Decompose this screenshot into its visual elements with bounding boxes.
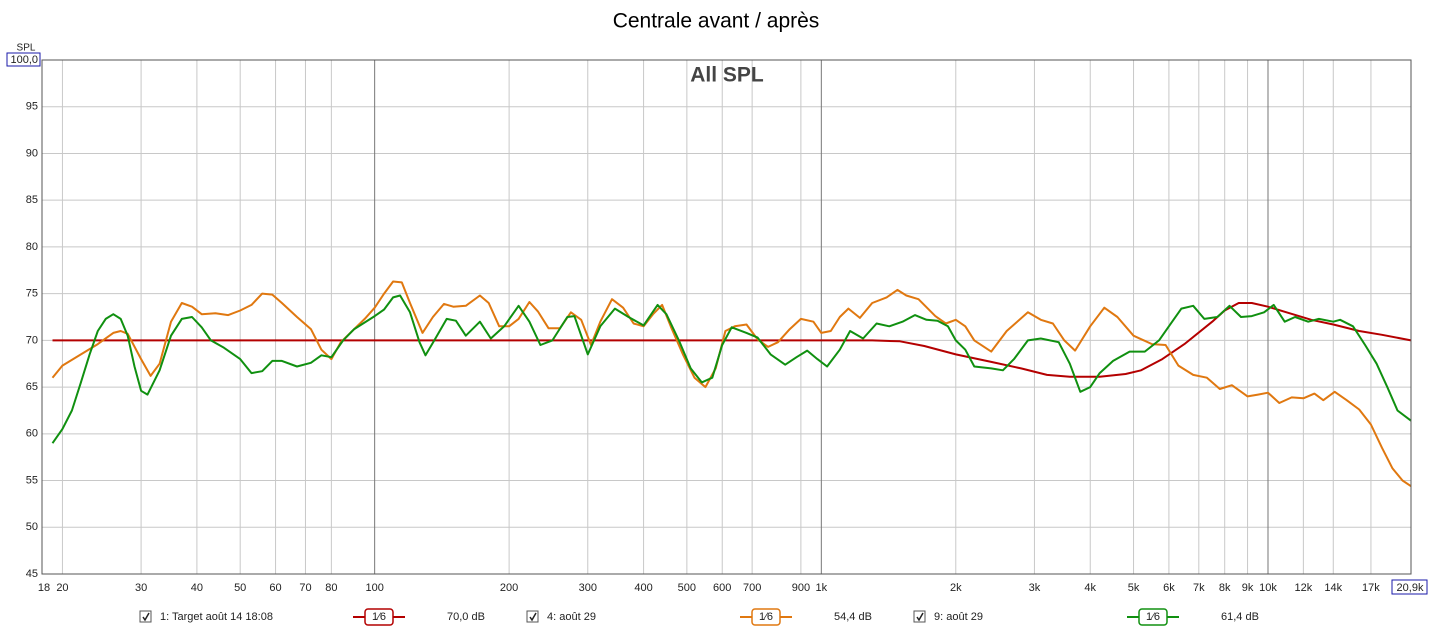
x-tick-label: 700 (743, 582, 761, 594)
x-tick-label: 50 (234, 582, 246, 594)
x-tick-label: 4k (1084, 582, 1096, 594)
legend-check (916, 612, 924, 622)
y-tick-label: 95 (26, 101, 38, 113)
x-tick-label: 100 (365, 582, 383, 594)
x-tick-label: 60 (269, 582, 281, 594)
legend: 1: Target août 14 18:08 1⁄6 70,0 dB 4: août… (139, 608, 1259, 626)
series-line (51, 280, 1412, 488)
legend-label: 4: août 29 (547, 611, 596, 623)
x-tick-label: 40 (191, 582, 203, 594)
x-tick-label: 900 (792, 582, 810, 594)
x-tick-label: 10k (1259, 582, 1277, 594)
legend-smoothing-box (751, 608, 781, 626)
legend-smoothing: 1⁄6 (759, 611, 773, 623)
x-tick-label: 200 (500, 582, 518, 594)
x-tick-label: 600 (713, 582, 731, 594)
x-tick-label: 3k (1029, 582, 1041, 594)
chart-subtitle: All SPL (690, 64, 764, 87)
x-tick-label: 30 (135, 582, 147, 594)
legend-checkbox (913, 610, 926, 623)
x-tick-label: 500 (678, 582, 696, 594)
legend-smoothing-box (364, 608, 394, 626)
plot-frame (41, 59, 1412, 575)
y-tick-label: 50 (26, 521, 38, 533)
legend-checkbox (139, 610, 152, 623)
y-tick-label: 80 (26, 241, 38, 253)
y-tick-label: 55 (26, 474, 38, 486)
x-tick-label: 1k (816, 582, 828, 594)
y-tick-label: 100,0 (10, 54, 38, 66)
legend-level: 61,4 dB (1221, 611, 1259, 623)
x-tick-label: 9k (1242, 582, 1254, 594)
legend-smoothing-box (1138, 608, 1168, 626)
y-axis-label: SPL (17, 43, 36, 54)
y-tick-label: 75 (26, 288, 38, 300)
y-tick-label: 85 (26, 194, 38, 206)
y-tick-label: 70 (26, 334, 38, 346)
tick-box (1391, 579, 1428, 595)
x-tick-label: 20,9k (1397, 582, 1424, 594)
legend-level: 54,4 dB (834, 611, 872, 623)
y-tick-label: 45 (26, 568, 38, 580)
x-tick-label: 20 (56, 582, 68, 594)
x-tick-label: 7k (1193, 582, 1205, 594)
x-tick-label: 5k (1128, 582, 1140, 594)
y-tick-label: 90 (26, 147, 38, 159)
x-tick-label: 2k (950, 582, 962, 594)
x-tick-label: 17k (1362, 582, 1380, 594)
x-tick-label: 80 (325, 582, 337, 594)
x-tick-label: 18 (38, 582, 50, 594)
x-tick-label: 12k (1294, 582, 1312, 594)
x-tick-label: 14k (1324, 582, 1342, 594)
x-tick-label: 70 (299, 582, 311, 594)
series-line (52, 302, 1412, 378)
plot-lines (51, 280, 1412, 488)
legend-label: 9: août 29 (934, 611, 983, 623)
x-tick-label: 400 (634, 582, 652, 594)
legend-level: 70,0 dB (447, 611, 485, 623)
series-line (51, 294, 1412, 444)
chart-title: Centrale avant / après (613, 10, 820, 33)
tick-box (6, 52, 41, 67)
legend-label: 1: Target août 14 18:08 (160, 611, 273, 623)
legend-checkbox (526, 610, 539, 623)
y-tick-label: 65 (26, 381, 38, 393)
legend-check (529, 612, 537, 622)
x-tick-label: 6k (1163, 582, 1175, 594)
x-tick-label: 8k (1219, 582, 1231, 594)
legend-check (142, 612, 150, 622)
x-tick-label: 300 (579, 582, 597, 594)
legend-smoothing: 1⁄6 (372, 611, 386, 623)
y-tick-label: 60 (26, 428, 38, 440)
legend-smoothing: 1⁄6 (1146, 611, 1160, 623)
